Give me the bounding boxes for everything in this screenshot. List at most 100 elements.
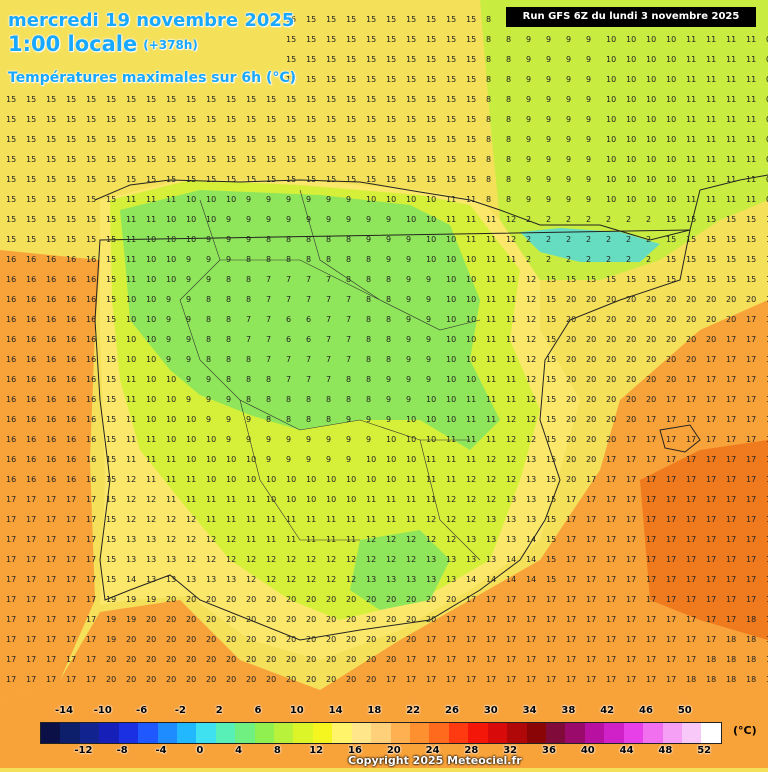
grid-value: 0: [766, 115, 768, 124]
grid-value: 11: [406, 475, 416, 484]
grid-value: 11: [126, 235, 136, 244]
grid-value: 20: [366, 615, 376, 624]
grid-value: 11: [186, 495, 196, 504]
grid-value: 15: [206, 155, 216, 164]
grid-value: 7: [286, 275, 291, 284]
grid-value: 11: [706, 195, 716, 204]
grid-value: 20: [386, 655, 396, 664]
grid-value: 10: [306, 475, 316, 484]
grid-value: 15: [226, 115, 236, 124]
grid-value: 16: [46, 255, 56, 264]
grid-value: 11: [506, 275, 516, 284]
grid-value: 15: [746, 215, 756, 224]
grid-value: 17: [626, 435, 636, 444]
grid-value: 16: [86, 315, 96, 324]
grid-value: 17: [666, 675, 676, 684]
grid-value: 16: [26, 475, 36, 484]
grid-value: 9: [586, 55, 591, 64]
grid-value: 11: [146, 215, 156, 224]
grid-value: 10: [626, 135, 636, 144]
grid-value: 12: [506, 235, 516, 244]
grid-value: 17: [66, 635, 76, 644]
legend-swatch: [526, 723, 546, 743]
grid-value: 20: [606, 415, 616, 424]
grid-value: 8: [346, 255, 351, 264]
grid-value: 8: [246, 295, 251, 304]
legend-swatch: [390, 723, 411, 743]
grid-value: 15: [366, 155, 376, 164]
grid-value: 17: [6, 515, 16, 524]
grid-value: 2: [626, 255, 631, 264]
grid-value: 15: [286, 135, 296, 144]
grid-value: 17: [646, 675, 656, 684]
grid-value: 17: [86, 515, 96, 524]
grid-value: 15: [386, 135, 396, 144]
grid-value: 17: [6, 635, 16, 644]
grid-value: 17: [686, 375, 696, 384]
grid-value: 10: [186, 415, 196, 424]
grid-value: 11: [706, 95, 716, 104]
legend-swatch: [312, 723, 333, 743]
grid-value: 17: [506, 595, 516, 604]
grid-value: 20: [186, 615, 196, 624]
grid-value: 8: [506, 135, 511, 144]
grid-value: 15: [686, 275, 696, 284]
grid-value: 13: [126, 535, 136, 544]
grid-value: 7: [326, 315, 331, 324]
grid-value: 15: [546, 335, 556, 344]
grid-value: 18: [726, 655, 736, 664]
grid-value: 20: [166, 635, 176, 644]
grid-value: 15: [726, 275, 736, 284]
grid-value: 17: [446, 655, 456, 664]
grid-value: 7: [306, 275, 311, 284]
grid-value: 11: [426, 475, 436, 484]
grid-value: 15: [186, 95, 196, 104]
grid-value: 17: [726, 335, 736, 344]
forecast-time: 1:00 locale (+378h): [8, 32, 198, 56]
grid-value: 15: [186, 155, 196, 164]
grid-value: 10: [226, 475, 236, 484]
grid-value: 11: [126, 455, 136, 464]
grid-value: 9: [346, 455, 351, 464]
grid-value: 15: [6, 215, 16, 224]
grid-value: 15: [86, 215, 96, 224]
grid-value: 20: [686, 295, 696, 304]
grid-value: 10: [346, 475, 356, 484]
grid-value: 15: [286, 15, 296, 24]
grid-value: 10: [326, 475, 336, 484]
grid-value: 17: [746, 495, 756, 504]
grid-value: 9: [406, 275, 411, 284]
grid-value: 11: [266, 535, 276, 544]
grid-value: 9: [526, 55, 531, 64]
grid-value: 14: [526, 535, 536, 544]
grid-value: 15: [306, 15, 316, 24]
legend-swatch: [623, 723, 644, 743]
grid-value: 17: [46, 555, 56, 564]
grid-value: 16: [26, 315, 36, 324]
grid-value: 17: [666, 475, 676, 484]
grid-value: 11: [126, 275, 136, 284]
grid-value: 11: [486, 415, 496, 424]
grid-value: 16: [46, 315, 56, 324]
grid-value: 11: [226, 515, 236, 524]
grid-value: 17: [66, 615, 76, 624]
grid-value: 9: [526, 35, 531, 44]
grid-value: 15: [46, 135, 56, 144]
grid-value: 11: [426, 495, 436, 504]
grid-value: 8: [286, 415, 291, 424]
grid-value: 6: [286, 335, 291, 344]
grid-value: 16: [26, 295, 36, 304]
grid-value: 16: [46, 275, 56, 284]
grid-value: 14: [506, 555, 516, 564]
grid-value: 17: [506, 655, 516, 664]
grid-value: 20: [206, 615, 216, 624]
grid-value: 20: [666, 295, 676, 304]
warm-sea-south: [0, 300, 768, 768]
grid-value: 10: [166, 255, 176, 264]
grid-value: 17: [726, 515, 736, 524]
grid-value: 15: [446, 115, 456, 124]
grid-value: 8: [286, 235, 291, 244]
grid-value: 15: [666, 275, 676, 284]
grid-value: 9: [346, 415, 351, 424]
grid-value: 17: [706, 475, 716, 484]
